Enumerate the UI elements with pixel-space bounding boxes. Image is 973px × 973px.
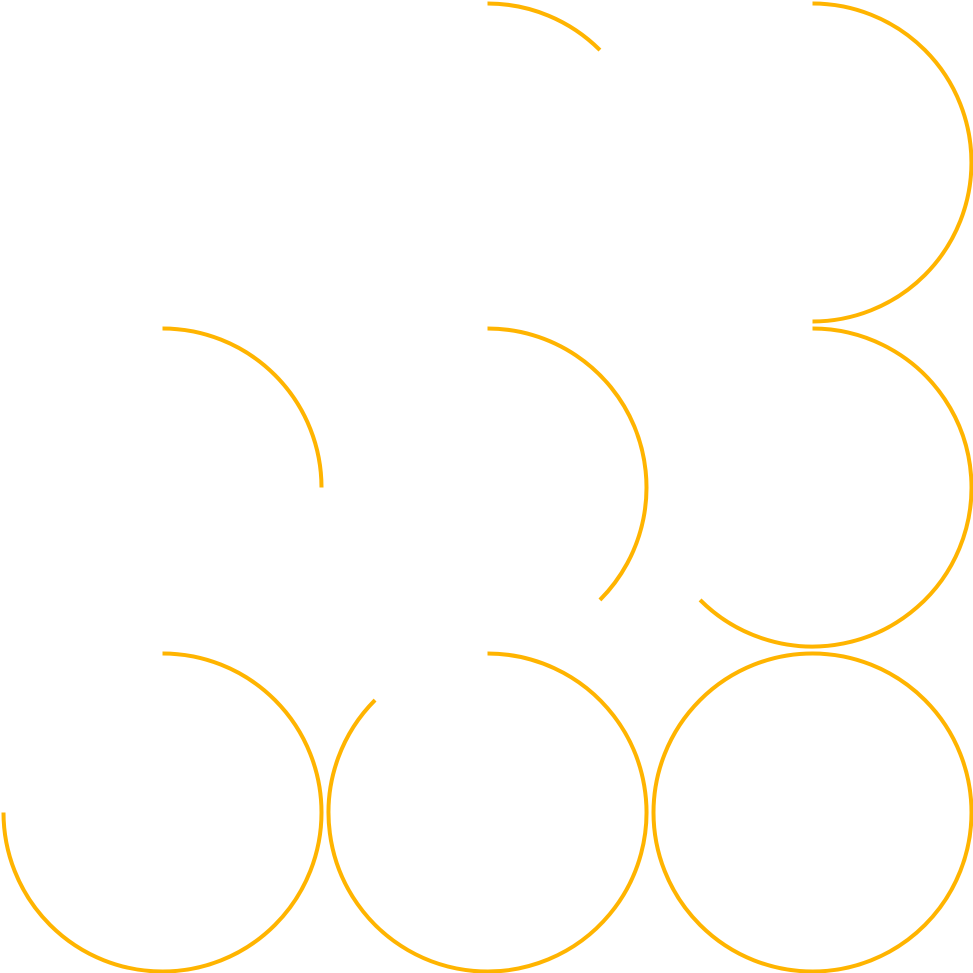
- arc-r2-c3: [698, 326, 973, 649]
- arc-r3-c3: [651, 651, 973, 973]
- arc-r1-c2: [487, 1, 602, 52]
- arc-r1-c3: [812, 1, 973, 324]
- arc-r3-c2: [326, 651, 649, 973]
- arc-r3-c1: [1, 651, 324, 973]
- arc-r2-c1: [162, 326, 324, 488]
- arc-r2-c2: [487, 326, 649, 602]
